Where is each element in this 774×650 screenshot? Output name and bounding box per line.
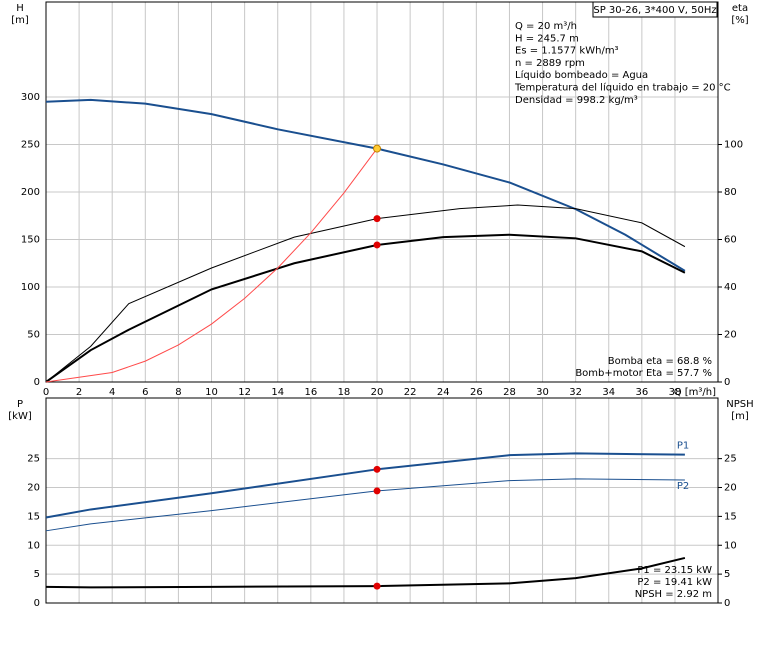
y2-tick-label: 80 [724, 187, 737, 198]
x-tick-label: 26 [470, 387, 483, 398]
series-line [45, 452, 685, 519]
x-tick-label: 14 [271, 387, 284, 398]
y2-tick-label: 20 [724, 330, 737, 341]
y-tick-label: 250 [21, 140, 40, 151]
x-tick-label: 0 [43, 387, 49, 398]
operating-point [373, 465, 381, 473]
title-box [592, 1, 718, 18]
y2-unit: [m] [731, 411, 749, 422]
info-line: Q = 20 m³/h [515, 21, 577, 32]
y-label: H [16, 3, 24, 14]
x-tick-label: 32 [569, 387, 582, 398]
y2-unit: [%] [731, 15, 748, 26]
series-line [45, 204, 686, 383]
series-line [45, 233, 686, 383]
x-tick-label: 16 [304, 387, 317, 398]
series-line [45, 148, 378, 383]
info-line: n = 2889 rpm [515, 58, 585, 69]
annotation: P2 = 19.41 kW [637, 577, 712, 588]
annotation: Bomb+motor Eta = 57.7 % [575, 368, 712, 379]
y2-tick-label: 5 [724, 569, 730, 580]
y-tick-label: 150 [21, 235, 40, 246]
y2-tick-label: 0 [724, 377, 730, 388]
info-line: H = 245.7 m [515, 33, 579, 44]
y-tick-label: 0 [34, 598, 40, 609]
x-tick-label: 8 [175, 387, 181, 398]
x-tick-label: 18 [338, 387, 351, 398]
plot-frame [45, 397, 719, 604]
y-unit: [m] [11, 15, 29, 26]
x-tick-label: 6 [142, 387, 148, 398]
x-tick-label: 28 [503, 387, 516, 398]
x-tick-label: 4 [109, 387, 115, 398]
operating-point [373, 144, 382, 153]
y-tick-label: 0 [34, 377, 40, 388]
annotation: NPSH = 2.92 m [635, 589, 712, 600]
y-tick-label: 50 [27, 330, 40, 341]
x-tick-label: 12 [238, 387, 251, 398]
info-line: Densidad = 998.2 kg/m³ [515, 95, 638, 106]
x-tick-label: 24 [437, 387, 450, 398]
operating-point [373, 241, 381, 249]
y-tick-label: 20 [27, 483, 40, 494]
info-line: Temperatura del líquido en trabajo = 20 … [514, 82, 731, 94]
x-tick-label: 34 [602, 387, 615, 398]
y-tick-label: 300 [21, 92, 40, 103]
plot-frame [45, 1, 719, 383]
x-tick-label: 36 [635, 387, 648, 398]
y2-tick-label: 15 [724, 511, 737, 522]
series-label: P1 [677, 441, 689, 452]
operating-point [373, 487, 381, 495]
y2-label: NPSH [726, 399, 753, 410]
x-tick-label: 2 [76, 387, 82, 398]
series-line [45, 478, 685, 532]
y-tick-label: 15 [27, 511, 40, 522]
x-tick-label: 22 [404, 387, 417, 398]
series-line [45, 556, 686, 589]
y-unit: [kW] [8, 411, 32, 422]
y2-tick-label: 0 [724, 598, 730, 609]
y2-tick-label: 60 [724, 235, 737, 246]
y2-tick-label: 20 [724, 483, 737, 494]
annotation: P1 = 23.15 kW [637, 565, 712, 576]
operating-point [373, 215, 381, 223]
x-tick-label: 20 [371, 387, 384, 398]
x-tick-label: 30 [536, 387, 549, 398]
x-tick-label: 10 [205, 387, 218, 398]
series-label: P2 [677, 481, 689, 492]
y-tick-label: 200 [21, 187, 40, 198]
y2-label: eta [732, 3, 748, 14]
x-label: Q [m³/h] [674, 387, 716, 398]
info-line: Es = 1.1577 kWh/m³ [515, 46, 619, 57]
y-label: P [17, 399, 23, 410]
y-tick-label: 25 [27, 454, 40, 465]
operating-point [373, 582, 381, 590]
y2-tick-label: 25 [724, 454, 737, 465]
series-line [45, 98, 686, 272]
y2-tick-label: 10 [724, 540, 737, 551]
y2-tick-label: 40 [724, 282, 737, 293]
annotation: Bomba eta = 68.8 % [608, 356, 712, 367]
info-line: Líquido bombeado = Agua [515, 69, 648, 81]
x-tick-label: 38 [669, 387, 682, 398]
y-tick-label: 10 [27, 540, 40, 551]
chart-title: SP 30-26, 3*400 V, 50Hz [593, 5, 716, 16]
y2-tick-label: 100 [724, 140, 743, 151]
y-tick-label: 5 [34, 569, 40, 580]
y-tick-label: 100 [21, 282, 40, 293]
